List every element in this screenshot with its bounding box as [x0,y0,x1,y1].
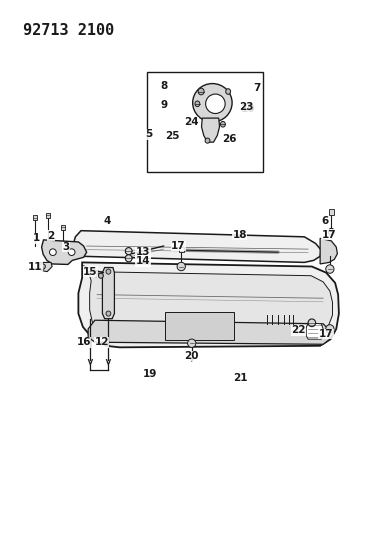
Polygon shape [88,320,330,344]
Ellipse shape [39,264,45,269]
Text: 8: 8 [160,82,167,91]
Text: 16: 16 [76,337,91,347]
Polygon shape [74,231,321,262]
FancyBboxPatch shape [179,247,184,252]
Ellipse shape [188,339,196,348]
Text: 18: 18 [233,230,247,240]
Text: 21: 21 [233,373,248,383]
Ellipse shape [326,265,334,273]
Polygon shape [320,238,337,264]
Text: 22: 22 [291,326,306,335]
Text: 6: 6 [321,216,328,227]
Text: 23: 23 [239,102,253,112]
Text: 4: 4 [104,216,111,227]
Polygon shape [88,272,332,338]
Polygon shape [78,262,339,348]
Text: 17: 17 [319,329,334,339]
Ellipse shape [125,247,132,255]
Bar [147,72,263,172]
Ellipse shape [106,311,111,316]
Text: 26: 26 [222,134,237,143]
Ellipse shape [106,269,111,274]
Bar [46,213,50,218]
Ellipse shape [226,88,231,94]
Ellipse shape [50,249,56,255]
Polygon shape [41,240,87,264]
Ellipse shape [177,262,185,271]
Ellipse shape [308,319,316,327]
Text: 13: 13 [136,247,150,257]
Ellipse shape [195,101,200,107]
Ellipse shape [125,255,132,262]
Text: 9: 9 [160,100,167,110]
Text: 2: 2 [47,231,55,241]
Ellipse shape [206,94,225,114]
Ellipse shape [193,84,232,122]
Text: 25: 25 [165,131,179,141]
Text: 12: 12 [94,337,109,347]
Ellipse shape [326,325,334,333]
Text: 17: 17 [171,241,186,251]
FancyBboxPatch shape [329,209,334,215]
Bar [61,224,65,230]
Polygon shape [102,268,115,319]
Polygon shape [201,118,219,142]
Text: 20: 20 [184,351,198,361]
Text: 19: 19 [143,369,158,379]
Text: 5: 5 [145,130,152,140]
Text: 3: 3 [63,242,70,252]
Text: 17: 17 [321,230,336,240]
Ellipse shape [205,138,210,143]
FancyBboxPatch shape [165,311,234,340]
Ellipse shape [99,273,103,278]
Text: 24: 24 [185,117,199,127]
Text: 1: 1 [32,233,39,244]
Text: 11: 11 [28,262,42,271]
Ellipse shape [221,122,225,127]
Ellipse shape [328,228,334,235]
Ellipse shape [68,249,75,255]
Ellipse shape [198,88,204,95]
Text: 15: 15 [83,266,98,277]
Text: 14: 14 [136,256,150,266]
Text: 92713 2100: 92713 2100 [23,23,114,38]
Polygon shape [39,262,52,272]
Text: 7: 7 [254,84,261,93]
Text: 10: 10 [241,104,255,114]
Bar [33,215,37,221]
Polygon shape [306,323,323,339]
